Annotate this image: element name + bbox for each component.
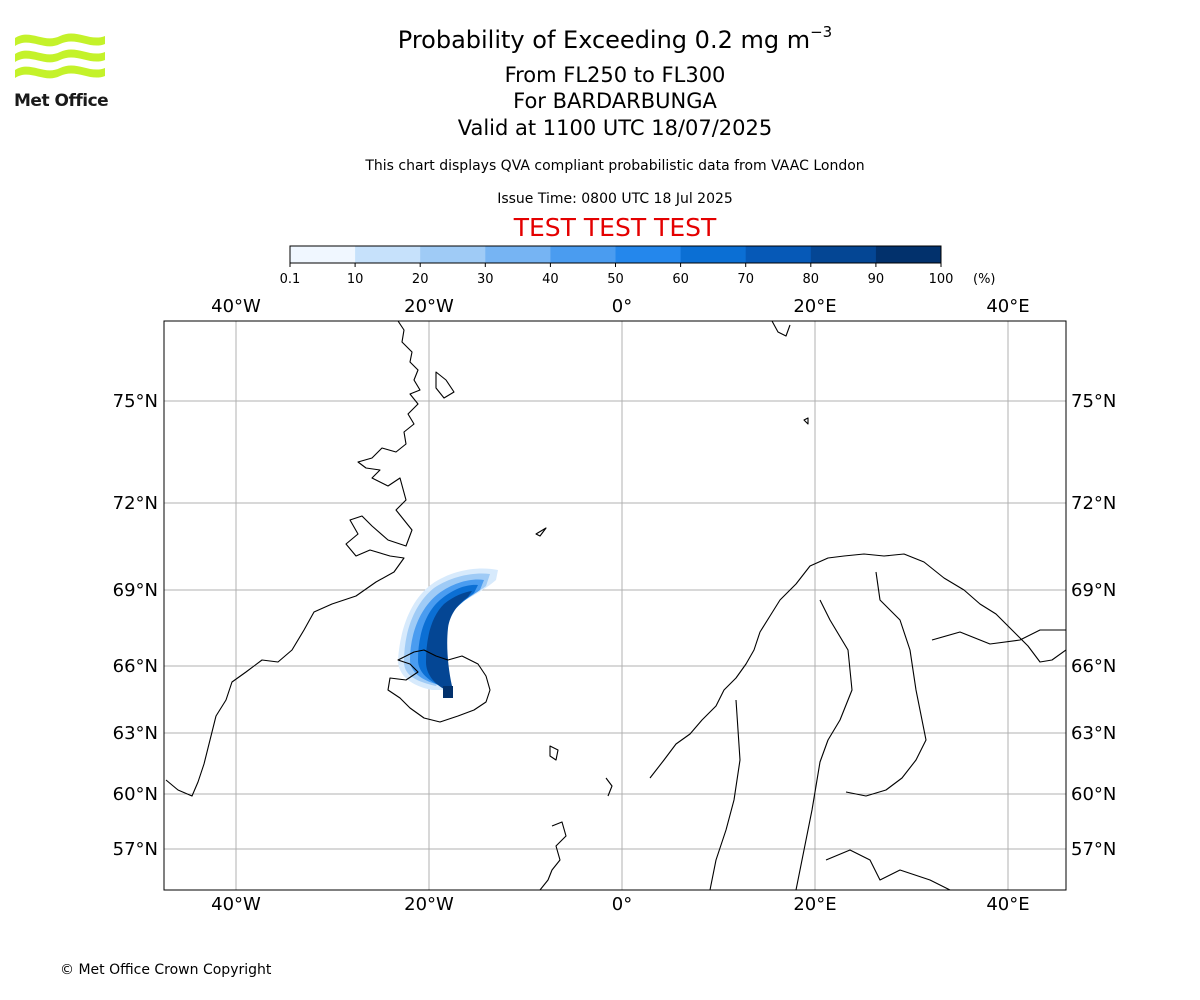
colorbar-swatch — [875, 246, 942, 263]
lat-label-left: 66°N — [113, 656, 158, 677]
coastlines — [165, 321, 1066, 890]
chart-title: Probability of Exceeding 0.2 mg m−3 — [300, 23, 930, 55]
colorbar-swatch — [745, 246, 812, 263]
lon-label-top: 40°W — [211, 296, 261, 317]
chart-description: This chart displays QVA compliant probab… — [365, 158, 865, 174]
chart-title-exponent: −3 — [810, 23, 833, 41]
lat-label-left: 57°N — [113, 839, 158, 860]
lat-label-left: 75°N — [113, 391, 158, 412]
lat-label-right: 60°N — [1071, 784, 1116, 805]
lon-label-top: 40°E — [986, 296, 1029, 317]
issue-time: Issue Time: 0800 UTC 18 Jul 2025 — [497, 191, 733, 207]
iceland-coast — [387, 649, 491, 723]
met-office-logo-text: Met Office — [14, 91, 109, 111]
colorbar-swatch — [355, 246, 421, 263]
colorbar-tick-label: 100 — [929, 272, 954, 287]
lat-label-right: 69°N — [1071, 580, 1116, 601]
faroe-islands — [549, 745, 559, 761]
scotland-coast — [539, 821, 567, 890]
colorbar-tick-label: 60 — [672, 272, 689, 287]
shetland — [605, 777, 613, 797]
map-gridlines — [164, 321, 1066, 890]
lat-label-left: 60°N — [113, 784, 158, 805]
lon-label-top: 20°E — [793, 296, 836, 317]
colorbar-tick-label: 80 — [803, 272, 820, 287]
lat-labels-left: 75°N 72°N 69°N 66°N 63°N 60°N 57°N — [113, 391, 158, 860]
colorbar-swatches — [290, 246, 942, 263]
colorbar-swatch — [290, 246, 356, 263]
ash-plume — [398, 568, 498, 698]
colorbar-unit: (%) — [973, 272, 996, 287]
met-office-logo — [14, 30, 108, 90]
kola-peninsula — [931, 629, 1066, 645]
colorbar-swatch — [485, 246, 551, 263]
lat-label-right: 57°N — [1071, 839, 1116, 860]
colorbar-swatch — [680, 246, 747, 263]
svalbard-tip — [771, 321, 791, 337]
baltic-states-coast — [825, 849, 951, 890]
lat-label-right: 72°N — [1071, 493, 1116, 514]
lat-label-left: 63°N — [113, 723, 158, 744]
lat-label-left: 72°N — [113, 493, 158, 514]
copyright-notice: © Met Office Crown Copyright — [60, 962, 272, 978]
colorbar-tick-label: 40 — [542, 272, 559, 287]
colorbar-swatch — [550, 246, 616, 263]
lon-label-top: 20°W — [404, 296, 454, 317]
sweden-coast — [795, 599, 853, 890]
lat-label-right: 75°N — [1071, 391, 1116, 412]
norway-sweden-finland-coast — [649, 553, 1066, 779]
colorbar-tick-label: 0.1 — [280, 272, 300, 287]
bear-island — [803, 417, 809, 425]
test-banner: TEST TEST TEST — [513, 213, 717, 242]
lat-labels-right: 75°N 72°N 69°N 66°N 63°N 60°N 57°N — [1071, 391, 1116, 860]
flight-level-range: From FL250 to FL300 — [504, 63, 726, 87]
map-background — [164, 321, 1066, 890]
map-frame — [163, 320, 1067, 891]
colorbar-tick-label: 90 — [868, 272, 885, 287]
colorbar-tick-label: 30 — [477, 272, 494, 287]
volcano-name: For BARDARBUNGA — [513, 89, 717, 113]
lat-label-right: 66°N — [1071, 656, 1116, 677]
colorbar-tick-label: 10 — [347, 272, 364, 287]
greenland-coast — [165, 321, 421, 797]
lon-labels-bottom: 40°W 20°W 0° 20°E 40°E — [211, 894, 1029, 915]
colorbar-swatch — [420, 246, 486, 263]
lon-label-bottom: 40°E — [986, 894, 1029, 915]
chart-title-text: Probability of Exceeding 0.2 mg m — [397, 26, 811, 54]
colorbar-tick-label: 20 — [412, 272, 429, 287]
lon-labels-top: 40°W 20°W 0° 20°E 40°E — [211, 296, 1029, 317]
colorbar-swatch — [615, 246, 682, 263]
lat-label-left: 69°N — [113, 580, 158, 601]
greenland-east-islands — [435, 371, 455, 399]
lon-label-bottom: 40°W — [211, 894, 261, 915]
colorbar-tick-label: 70 — [737, 272, 754, 287]
probability-colorbar: 0.1 10 20 30 40 50 60 70 80 90 100 (%) — [280, 245, 996, 287]
norway-inland-border — [709, 699, 741, 890]
lon-label-bottom: 0° — [612, 894, 632, 915]
lon-label-top: 0° — [612, 296, 632, 317]
lon-label-bottom: 20°W — [404, 894, 454, 915]
colorbar-ticks: 0.1 10 20 30 40 50 60 70 80 90 100 — [280, 263, 953, 287]
jan-mayen — [535, 527, 547, 537]
valid-time: Valid at 1100 UTC 18/07/2025 — [457, 116, 773, 140]
finland-coast — [845, 571, 927, 797]
met-office-waves-icon — [15, 33, 105, 79]
lat-label-right: 63°N — [1071, 723, 1116, 744]
colorbar-tick-label: 50 — [607, 272, 624, 287]
lon-label-bottom: 20°E — [793, 894, 836, 915]
colorbar-swatch — [810, 246, 877, 263]
